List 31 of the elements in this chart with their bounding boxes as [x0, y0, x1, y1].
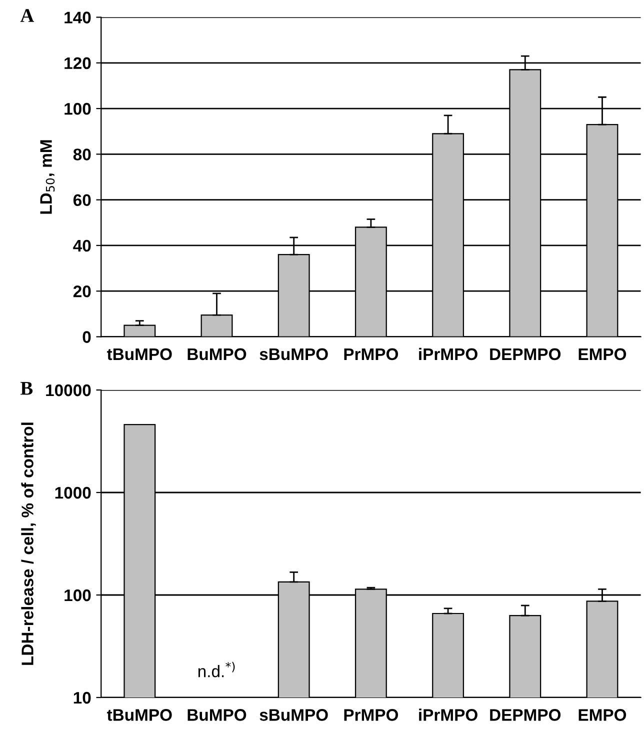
x-tick-label: sBuMPO [260, 709, 328, 721]
annotation: n.d.$^{*)}$ [198, 662, 235, 678]
y-tick-label: 120 [64, 57, 91, 70]
y-tick-label: 40 [73, 240, 91, 252]
y-tick-label: 100 [64, 102, 91, 115]
chart-title: B [20, 382, 33, 395]
x-tick-label: iPrMPO [419, 348, 478, 360]
x-tick-label: DEPMPO [490, 348, 561, 360]
y-axis-title: LDH-release / cell, % of control [21, 422, 36, 665]
y-tick-label: 140 [64, 12, 91, 24]
x-tick-label: tBuMPO [106, 709, 172, 721]
x-tick-label: PrMPO [344, 709, 398, 721]
y-tick-label: 80 [73, 148, 91, 160]
y-tick-label: 20 [73, 286, 91, 298]
y-tick-label: 0 [82, 331, 91, 343]
x-tick-label: sBuMPO [260, 348, 328, 360]
x-tick-label: EMPO [578, 709, 626, 721]
y-tick-label: 10000 [46, 384, 91, 396]
y-axis-title: LD$_{50}$, mM [40, 140, 55, 214]
chart-title: A [20, 9, 34, 22]
x-tick-label: PrMPO [344, 348, 398, 360]
x-tick-label: EMPO [578, 348, 626, 360]
y-tick-label: 60 [73, 194, 91, 206]
y-tick-label: 100 [64, 589, 91, 602]
y-tick-label: 10 [74, 692, 91, 704]
x-tick-label: iPrMPO [419, 708, 478, 721]
y-tick-label: 1000 [55, 486, 91, 499]
x-tick-label: tBuMPO [106, 348, 172, 360]
x-tick-label: BuMPO [188, 348, 246, 360]
x-tick-label: DEPMPO [490, 709, 561, 721]
x-tick-label: BuMPO [188, 709, 246, 721]
